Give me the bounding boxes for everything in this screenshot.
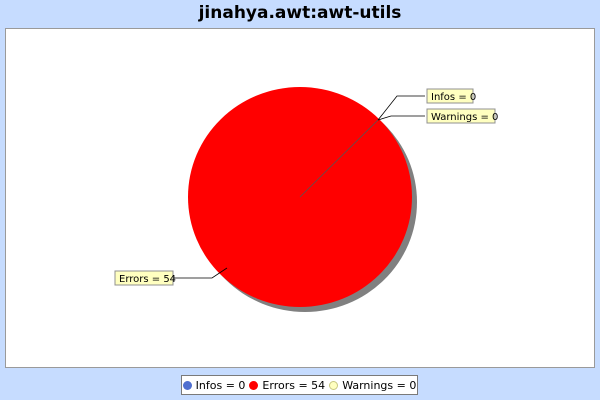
- legend: Infos = 0 Errors = 54 Warnings = 0: [181, 375, 418, 395]
- legend-item-errors: Errors = 54: [249, 379, 325, 392]
- label-errors-leader: [173, 267, 228, 279]
- legend-dot-errors: [249, 380, 259, 390]
- legend-item-infos: Infos = 0: [182, 378, 246, 392]
- label-infos: Infos = 0: [377, 88, 476, 121]
- label-warnings-box: [426, 108, 496, 124]
- label-errors: Errors = 54: [114, 267, 228, 286]
- label-warnings-leader: [377, 115, 425, 121]
- legend-label-infos: Infos = 0: [195, 378, 246, 392]
- pie-slice-divider: [299, 119, 379, 198]
- label-infos-box: [426, 88, 474, 104]
- label-errors-box: [114, 270, 174, 286]
- legend-label-warnings: Warnings = 0: [342, 378, 417, 392]
- label-warnings: Warnings = 0: [377, 108, 498, 124]
- legend-dot-warnings: [329, 380, 339, 390]
- legend-item-warnings: Warnings = 0: [329, 379, 416, 392]
- pie-chart: Infos = 0 Warnings = 0 Errors = 54: [114, 87, 498, 312]
- label-errors-text: Errors = 54: [119, 274, 176, 285]
- label-infos-leader: [377, 95, 425, 121]
- legend-label-errors: Errors = 54: [262, 378, 326, 392]
- legend-dot-infos: [182, 380, 192, 390]
- chart-title: jinahya.awt:awt-utils: [198, 3, 402, 23]
- label-warnings-text: Warnings = 0: [431, 112, 498, 123]
- label-infos-text: Infos = 0: [431, 92, 476, 103]
